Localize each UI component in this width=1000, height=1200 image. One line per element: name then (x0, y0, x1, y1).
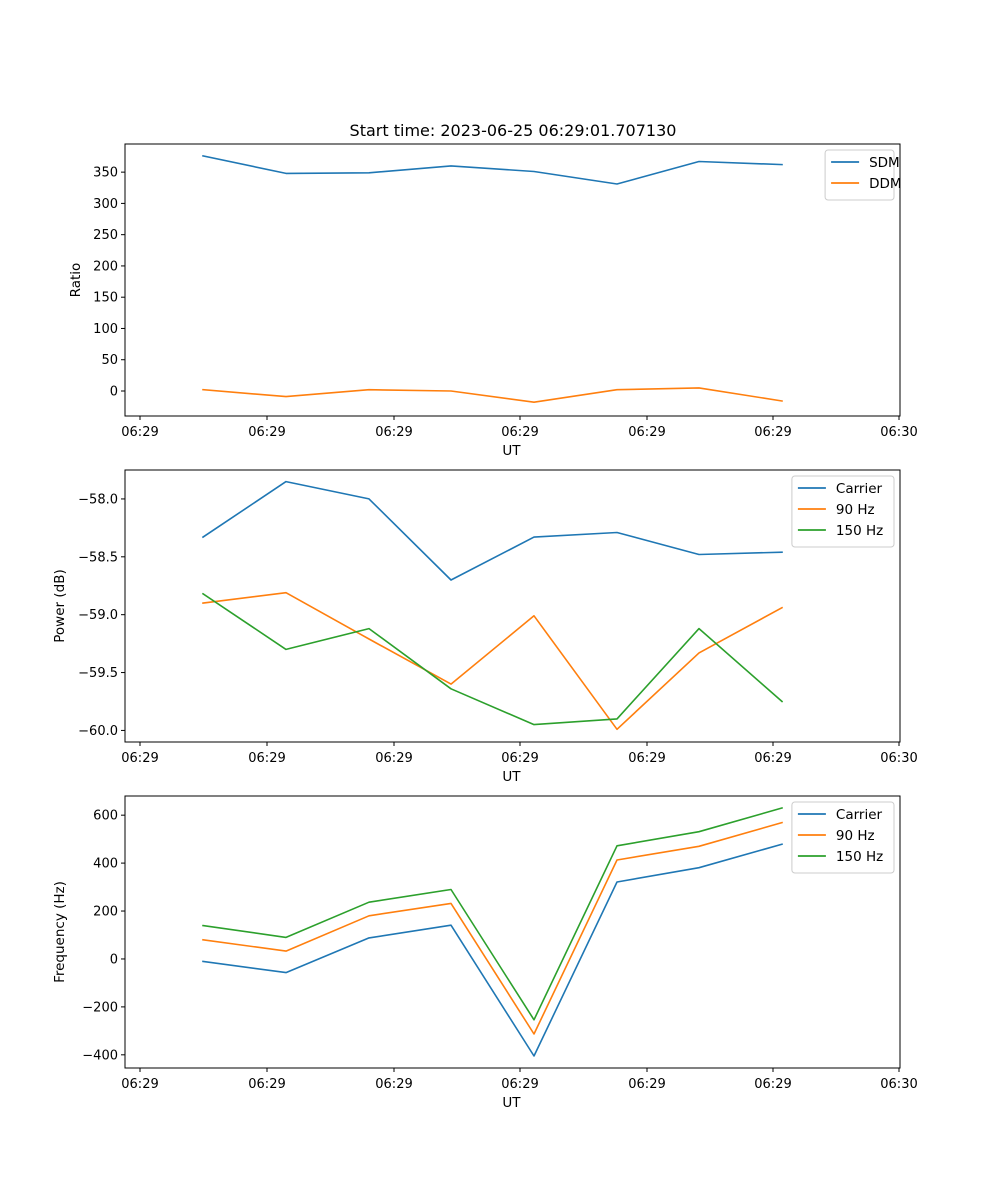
plot-frame (124, 795, 901, 1069)
legend-entry-label: Carrier (836, 807, 883, 823)
y-tick-label: 50 (101, 353, 118, 368)
x-tick-label: 06:29 (248, 1077, 285, 1092)
x-tick-label: 06:29 (121, 1077, 158, 1092)
plot-frame (124, 143, 901, 417)
x-tick-label: 06:30 (880, 425, 917, 440)
legend-entry-label: DDM (869, 176, 901, 192)
legend: SDM DDM (824, 149, 902, 201)
y-tick-label: 200 (93, 905, 118, 920)
y-tick-label: −59.0 (78, 608, 118, 623)
x-tick-label: 06:29 (628, 751, 665, 766)
x-axis-label: UT (502, 769, 521, 785)
y-axis-label: Ratio (68, 263, 84, 298)
x-tick-label: 06:29 (121, 425, 158, 440)
x-tick-label: 06:29 (754, 751, 791, 766)
subplots-container: 06:29 06:29 06:29 06:29 06:29 06:29 06:30 0 50 10… (52, 143, 918, 1111)
y-tick-label: 300 (93, 197, 118, 212)
x-tick-label: 06:29 (628, 1077, 665, 1092)
x-tick-label: 06:29 (501, 751, 538, 766)
y-tick-label: 0 (110, 384, 118, 399)
y-axis-label: Frequency (Hz) (52, 881, 68, 983)
y-tick-label: 150 (93, 291, 118, 306)
y-tick-label: 250 (93, 228, 118, 243)
x-tick-label: 06:29 (375, 425, 412, 440)
x-tick-label: 06:30 (880, 751, 917, 766)
y-tick-label: −59.5 (78, 666, 118, 681)
y-tick-label: 0 (110, 952, 118, 967)
y-tick-label: 600 (93, 809, 118, 824)
x-tick-label: 06:29 (501, 1077, 538, 1092)
subplot-2: 06:29 06:29 06:29 06:29 06:29 06:29 06:30 −60.0… (52, 469, 918, 785)
series-line-150-hz (202, 807, 783, 1021)
series-line-150-hz (201, 592, 784, 726)
x-tick-label: 06:29 (754, 425, 791, 440)
x-tick-label: 06:29 (501, 425, 538, 440)
legend-entry-label: 90 Hz (836, 502, 875, 518)
y-tick-label: 350 (93, 166, 118, 181)
x-tick-label: 06:30 (880, 1077, 917, 1092)
legend: Carrier 90 Hz 150 Hz (791, 801, 895, 874)
y-tick-label: 400 (93, 857, 118, 872)
subplot-1: 06:29 06:29 06:29 06:29 06:29 06:29 06:30 0 50 10… (68, 143, 918, 459)
y-tick-label: 200 (93, 259, 118, 274)
legend: Carrier 90 Hz 150 Hz (791, 475, 895, 548)
x-tick-label: 06:29 (375, 751, 412, 766)
x-tick-label: 06:29 (248, 751, 285, 766)
y-tick-label: −58.5 (78, 550, 118, 565)
plot-frame (124, 469, 901, 743)
series-line-sdm (202, 154, 783, 185)
y-tick-label: −60.0 (78, 724, 118, 739)
y-tick-label: −58.0 (78, 492, 118, 507)
x-tick-label: 06:29 (248, 425, 285, 440)
legend-entry-label: Carrier (836, 481, 883, 497)
x-tick-label: 06:29 (754, 1077, 791, 1092)
legend-entry-label: 150 Hz (836, 849, 883, 865)
y-tick-label: 100 (93, 322, 118, 337)
legend-entry-label: SDM (869, 155, 900, 171)
x-tick-label: 06:29 (121, 751, 158, 766)
x-tick-label: 06:29 (375, 1077, 412, 1092)
series-line-carrier (201, 480, 783, 581)
series-line-90-hz (202, 591, 784, 731)
y-axis-label: Power (dB) (52, 569, 68, 642)
subplot-3: 06:29 06:29 06:29 06:29 06:29 06:29 06:30 −400 −… (52, 795, 918, 1111)
series-line-carrier (202, 843, 783, 1057)
series-line-ddm (202, 387, 783, 404)
figure-title: Start time: 2023-06-25 06:29:01.707130 (350, 121, 677, 140)
legend-entry-label: 90 Hz (836, 828, 875, 844)
x-tick-label: 06:29 (628, 425, 665, 440)
y-tick-label: −200 (82, 1000, 118, 1015)
y-tick-label: −400 (82, 1048, 118, 1063)
x-axis-label: UT (502, 443, 521, 459)
legend-entry-label: 150 Hz (836, 523, 883, 539)
series-line-90-hz (202, 821, 783, 1035)
x-axis-label: UT (502, 1095, 521, 1111)
